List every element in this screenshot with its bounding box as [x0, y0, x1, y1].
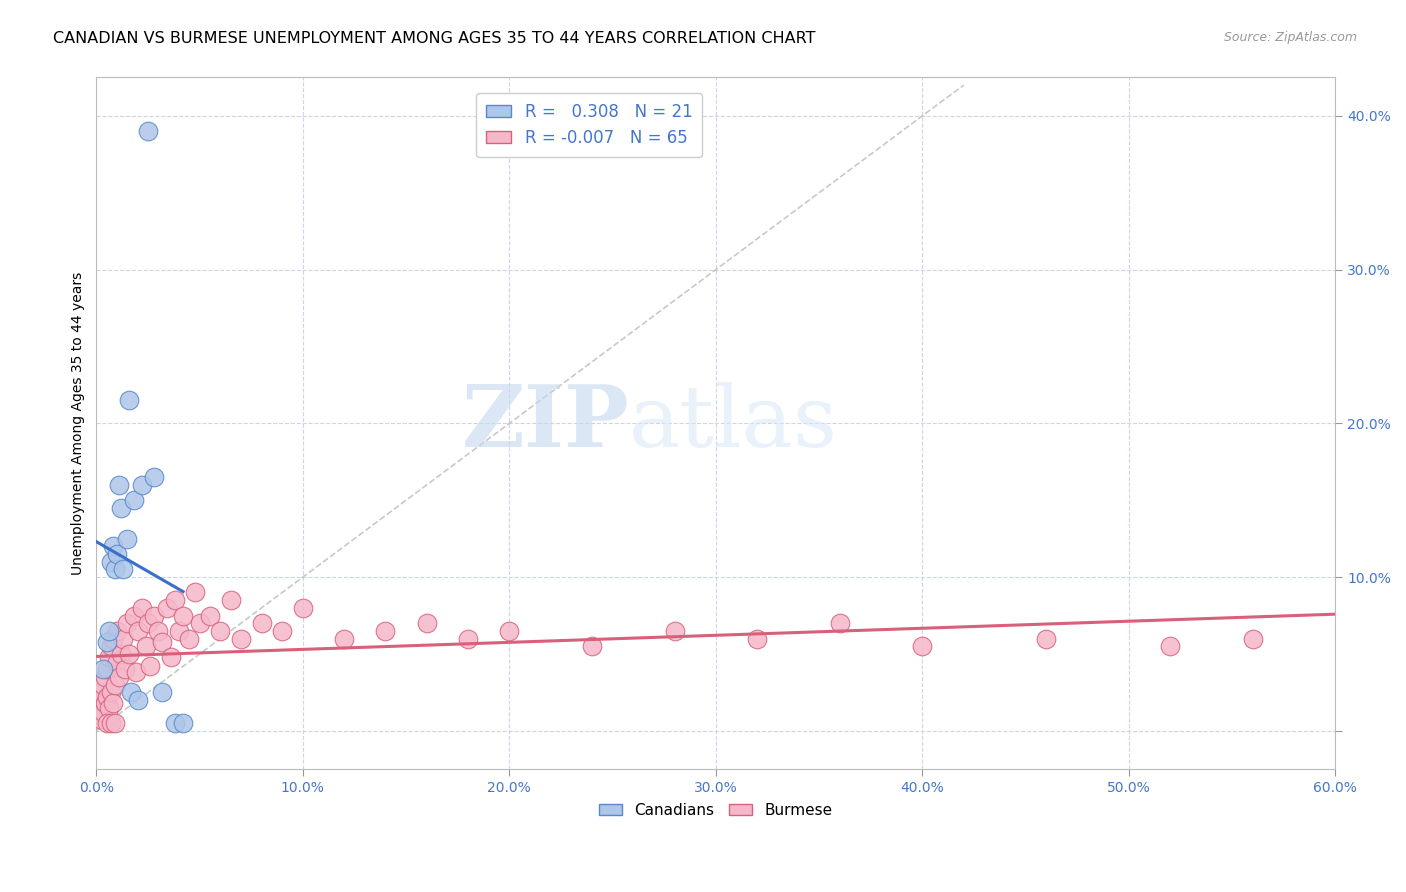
- Point: [498, 624, 520, 638]
- Point: [1035, 632, 1057, 646]
- Point: [117, 532, 139, 546]
- Point: [93, 696, 115, 710]
- Point: [152, 685, 174, 699]
- Point: [747, 632, 769, 646]
- Point: [291, 600, 314, 615]
- Point: [143, 608, 166, 623]
- Point: [110, 647, 132, 661]
- Point: [172, 716, 194, 731]
- Point: [198, 608, 221, 623]
- Point: [122, 608, 145, 623]
- Point: [87, 693, 110, 707]
- Point: [108, 670, 131, 684]
- Point: [209, 624, 232, 638]
- Point: [188, 616, 211, 631]
- Point: [104, 716, 127, 731]
- Point: [100, 640, 122, 654]
- Point: [97, 650, 120, 665]
- Point: [108, 478, 131, 492]
- Point: [219, 593, 242, 607]
- Point: [89, 712, 111, 726]
- Point: [172, 608, 194, 623]
- Point: [97, 701, 120, 715]
- Point: [131, 478, 153, 492]
- Point: [100, 716, 122, 731]
- Point: [117, 616, 139, 631]
- Point: [333, 632, 356, 646]
- Point: [155, 600, 177, 615]
- Point: [100, 685, 122, 699]
- Point: [100, 555, 122, 569]
- Point: [152, 634, 174, 648]
- Point: [135, 640, 157, 654]
- Point: [96, 634, 118, 648]
- Point: [122, 493, 145, 508]
- Point: [91, 706, 114, 720]
- Point: [131, 600, 153, 615]
- Point: [184, 585, 207, 599]
- Point: [114, 662, 136, 676]
- Point: [104, 678, 127, 692]
- Text: atlas: atlas: [628, 382, 838, 465]
- Point: [124, 665, 146, 680]
- Point: [120, 685, 142, 699]
- Text: CANADIAN VS BURMESE UNEMPLOYMENT AMONG AGES 35 TO 44 YEARS CORRELATION CHART: CANADIAN VS BURMESE UNEMPLOYMENT AMONG A…: [53, 31, 815, 46]
- Legend: Canadians, Burmese: Canadians, Burmese: [593, 797, 839, 824]
- Point: [96, 662, 118, 676]
- Point: [105, 547, 128, 561]
- Point: [911, 640, 934, 654]
- Point: [118, 393, 141, 408]
- Point: [143, 470, 166, 484]
- Point: [101, 632, 124, 646]
- Point: [581, 640, 603, 654]
- Point: [163, 593, 186, 607]
- Point: [159, 650, 181, 665]
- Point: [97, 624, 120, 638]
- Point: [250, 616, 273, 631]
- Point: [101, 696, 124, 710]
- Point: [96, 690, 118, 704]
- Point: [101, 540, 124, 554]
- Point: [457, 632, 479, 646]
- Point: [163, 716, 186, 731]
- Point: [127, 693, 149, 707]
- Point: [828, 616, 851, 631]
- Point: [89, 685, 111, 699]
- Text: ZIP: ZIP: [461, 382, 628, 466]
- Point: [139, 659, 162, 673]
- Point: [1159, 640, 1181, 654]
- Point: [664, 624, 686, 638]
- Point: [416, 616, 439, 631]
- Point: [136, 124, 159, 138]
- Point: [91, 662, 114, 676]
- Y-axis label: Unemployment Among Ages 35 to 44 years: Unemployment Among Ages 35 to 44 years: [72, 272, 86, 575]
- Text: Source: ZipAtlas.com: Source: ZipAtlas.com: [1223, 31, 1357, 45]
- Point: [374, 624, 396, 638]
- Point: [136, 616, 159, 631]
- Point: [229, 632, 252, 646]
- Point: [118, 647, 141, 661]
- Point: [148, 624, 170, 638]
- Point: [1241, 632, 1264, 646]
- Point: [271, 624, 294, 638]
- Point: [112, 562, 135, 576]
- Point: [179, 632, 201, 646]
- Point: [91, 678, 114, 692]
- Point: [105, 655, 128, 669]
- Point: [104, 562, 127, 576]
- Point: [93, 670, 115, 684]
- Point: [96, 716, 118, 731]
- Point: [110, 500, 132, 515]
- Point: [112, 632, 135, 646]
- Point: [105, 624, 128, 638]
- Point: [127, 624, 149, 638]
- Point: [167, 624, 190, 638]
